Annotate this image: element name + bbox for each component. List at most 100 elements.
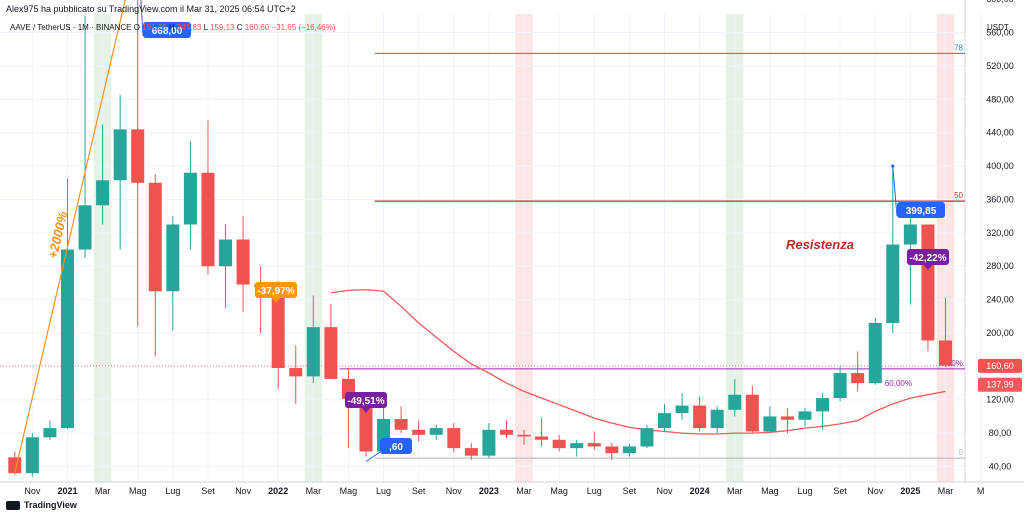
candle bbox=[412, 420, 426, 442]
high-badge2: 399,85 bbox=[897, 202, 945, 218]
symbol-legend[interactable]: AAVE / TetherUS · 1M · BINANCE O 191,25 … bbox=[10, 23, 336, 32]
candle bbox=[640, 424, 654, 449]
price-tag-ma-box bbox=[978, 377, 1022, 392]
candle-body bbox=[271, 287, 285, 369]
high-badge2-text: 399,85 bbox=[906, 206, 937, 217]
drop1-badge-text: -37,97% bbox=[257, 286, 294, 297]
candle bbox=[780, 408, 794, 434]
resistance-label: Resistenza bbox=[786, 237, 854, 252]
candle bbox=[499, 420, 513, 439]
time-tick-label: Nov bbox=[657, 486, 674, 496]
candle-body bbox=[166, 224, 180, 292]
candle bbox=[886, 166, 900, 333]
candle-body bbox=[359, 398, 373, 452]
candle bbox=[728, 378, 742, 417]
chart-annotations: +2000%668,00399,85,60-37,97%-49,51%-42,2… bbox=[14, 0, 949, 473]
candle bbox=[148, 174, 162, 357]
candle bbox=[131, 0, 145, 327]
candle bbox=[78, 15, 92, 258]
candle-body bbox=[886, 244, 900, 323]
time-tick-label: Mar bbox=[516, 486, 532, 496]
drop1-badge-box bbox=[255, 282, 297, 298]
price-tick-label: 480,00 bbox=[986, 94, 1014, 104]
candle bbox=[570, 439, 584, 457]
candle-body bbox=[447, 428, 461, 449]
candle-body bbox=[43, 428, 57, 438]
candle-body bbox=[429, 428, 443, 435]
price-tick-label: 560,00 bbox=[986, 28, 1014, 38]
candle-body bbox=[482, 429, 496, 456]
candle bbox=[96, 124, 110, 225]
price-tick-label: 200,00 bbox=[986, 328, 1014, 338]
candle-body bbox=[798, 411, 812, 420]
time-tick-label: Lug bbox=[165, 486, 180, 496]
candle-body bbox=[833, 373, 847, 399]
low-badge: ,60 bbox=[380, 438, 412, 454]
low-badge-box bbox=[380, 438, 412, 454]
price-tick-label: 280,00 bbox=[986, 261, 1014, 271]
candle-body bbox=[851, 373, 865, 384]
candle-body bbox=[938, 340, 952, 366]
drop2-badge-tail bbox=[362, 408, 370, 413]
candle bbox=[710, 406, 724, 434]
price-tick-label: 520,00 bbox=[986, 61, 1014, 71]
candle bbox=[745, 385, 759, 434]
candle bbox=[535, 418, 549, 447]
ohlc-high-value: 241,83 bbox=[176, 23, 202, 32]
candle bbox=[482, 423, 496, 459]
time-tick-label: Nov bbox=[867, 486, 884, 496]
high-badge2-dot bbox=[891, 164, 895, 168]
candle bbox=[394, 406, 408, 434]
candle-body bbox=[394, 418, 408, 430]
time-tick-label: Mag bbox=[129, 486, 147, 496]
tradingview-logo[interactable]: TradingView bbox=[6, 500, 77, 510]
candle bbox=[605, 443, 619, 460]
drop2-badge: -49,51% bbox=[345, 392, 387, 413]
drop2-badge-box bbox=[345, 392, 387, 408]
candle bbox=[341, 368, 355, 449]
candle bbox=[938, 297, 952, 368]
price-axis[interactable]: 40,0080,00120,00160,00200,00240,00280,00… bbox=[978, 0, 1022, 472]
candle-body bbox=[570, 443, 584, 449]
candle-body bbox=[289, 368, 303, 377]
time-tick-label: Mag bbox=[340, 486, 358, 496]
candle-body bbox=[113, 129, 127, 181]
gain-arrow bbox=[14, 0, 126, 473]
time-tick-label: Lug bbox=[587, 486, 602, 496]
ohlc-open-value: 191,25 bbox=[142, 23, 167, 32]
ohlc-change: −31,65 (−16,46%) bbox=[271, 23, 336, 32]
candle bbox=[658, 403, 672, 432]
candle bbox=[552, 434, 566, 452]
chart-grid bbox=[0, 0, 1024, 483]
candle bbox=[622, 443, 636, 457]
fib-label: 60,00% bbox=[885, 379, 912, 388]
time-tick-label: Mar bbox=[95, 486, 111, 496]
time-tick-label: Set bbox=[833, 486, 847, 496]
currency-label: USDT bbox=[987, 23, 1009, 32]
candle-body bbox=[148, 182, 162, 292]
candle-body bbox=[552, 439, 566, 449]
candle-body bbox=[640, 428, 654, 447]
moving-average bbox=[330, 288, 946, 435]
time-axis[interactable]: Nov 2021 Mar Mag Lug Set Nov 2022 Mar Mag Lug Set No… bbox=[24, 486, 984, 496]
candle-body bbox=[921, 224, 935, 341]
tradingview-logo-icon bbox=[6, 500, 20, 510]
candle-body bbox=[131, 129, 145, 183]
candle-body bbox=[183, 172, 197, 225]
candle bbox=[816, 393, 830, 430]
candle bbox=[201, 120, 215, 275]
price-tick-label: 400,00 bbox=[986, 161, 1014, 171]
candle bbox=[429, 424, 443, 440]
time-tick-label: Set bbox=[201, 486, 215, 496]
candle-body bbox=[78, 205, 92, 250]
candle bbox=[868, 317, 882, 385]
low-badge-text: ,60 bbox=[389, 442, 403, 453]
candle-body bbox=[780, 416, 794, 420]
candle-body bbox=[868, 322, 882, 384]
candle bbox=[675, 393, 689, 420]
candle bbox=[25, 433, 39, 477]
price-tag-ma: 137,99 bbox=[978, 377, 1022, 392]
candle bbox=[289, 345, 303, 404]
drop1-badge-tail bbox=[272, 298, 280, 303]
